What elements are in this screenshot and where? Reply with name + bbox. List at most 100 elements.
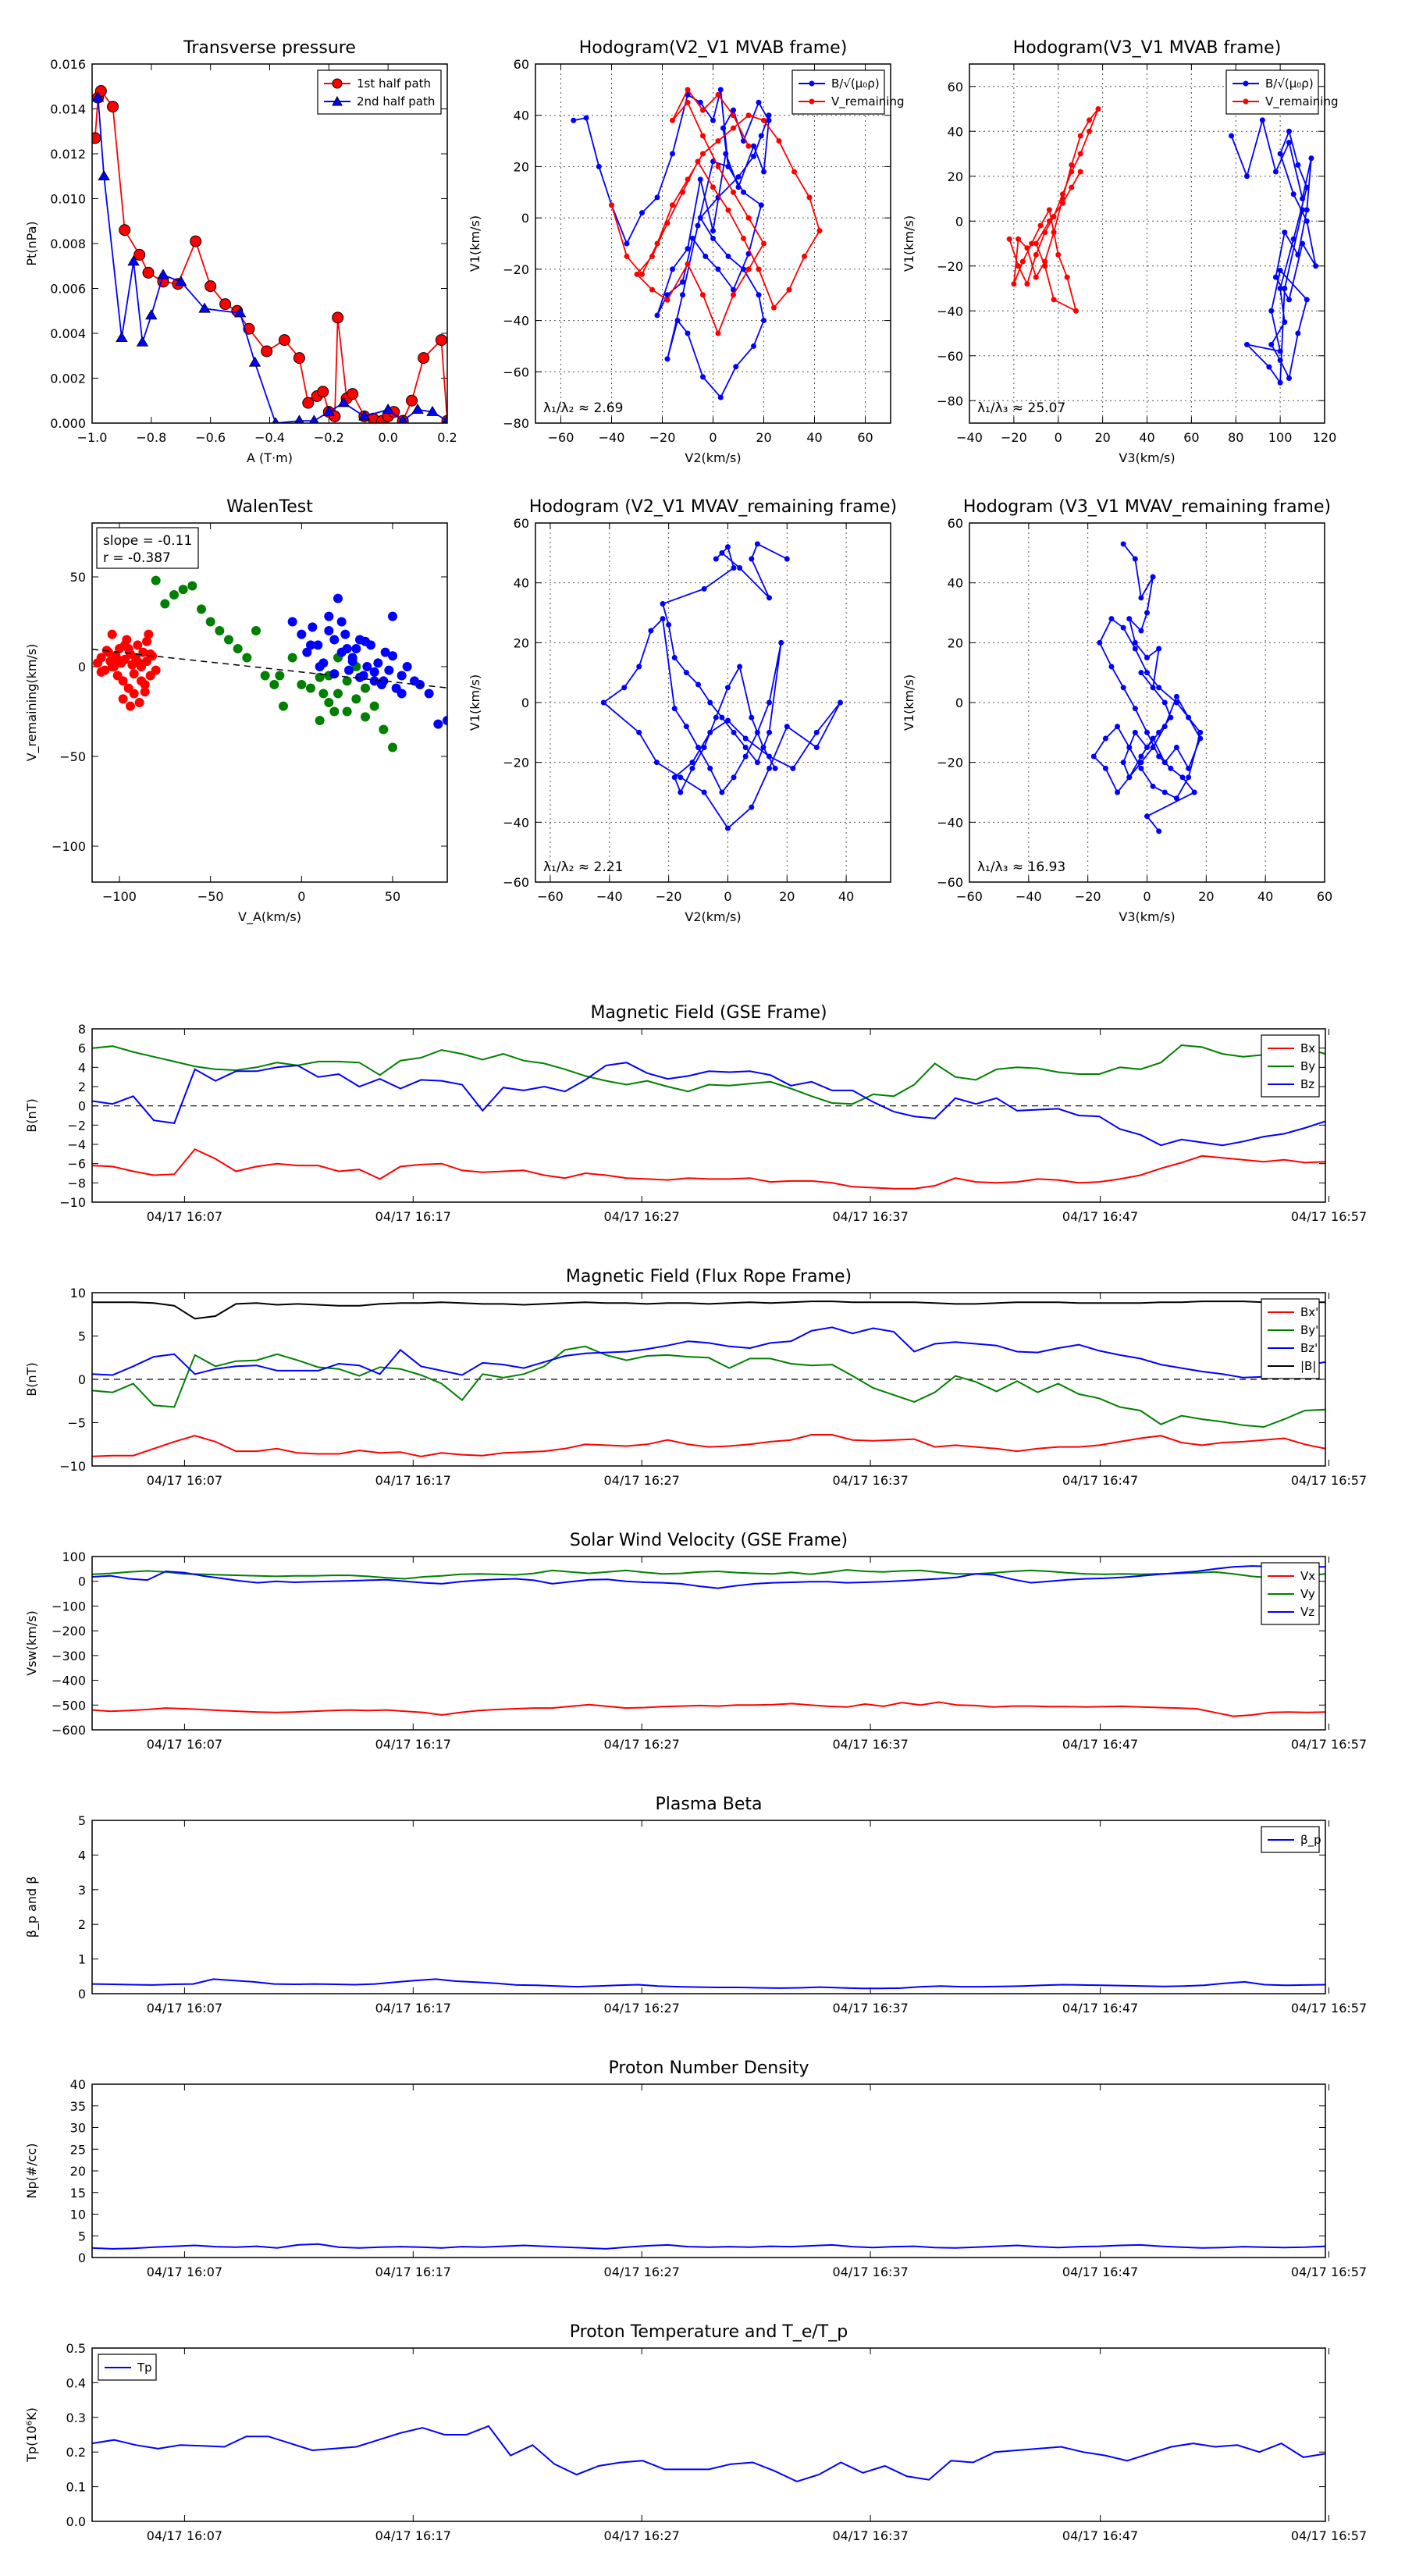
data-point bbox=[1173, 693, 1179, 699]
x-tick-label: 0 bbox=[724, 889, 731, 904]
y-tick-label: 40 bbox=[70, 2077, 86, 2092]
data-point bbox=[1304, 207, 1310, 213]
x-tick-label: 20 bbox=[756, 430, 771, 445]
series-line-2 bbox=[92, 1062, 1325, 1147]
data-point bbox=[1304, 184, 1310, 190]
legend-label: By' bbox=[1300, 1323, 1318, 1337]
data-point bbox=[715, 91, 721, 98]
data-point bbox=[715, 266, 721, 272]
plot-frame bbox=[91, 1820, 1326, 1994]
data-point bbox=[1132, 706, 1138, 712]
data-point bbox=[700, 133, 706, 139]
x-tick-label: 20 bbox=[779, 889, 795, 904]
series-line-1 bbox=[92, 1569, 1325, 1580]
y-tick-label: −60 bbox=[937, 875, 963, 890]
chart-bfr: Magnetic Field (Flux Rope Frame) −10 −5 0 5 1… bbox=[24, 1267, 1367, 1488]
data-point bbox=[719, 789, 725, 795]
y-tick-label: 50 bbox=[70, 570, 86, 585]
chart-hodo_v1: Hodogram (V2_V1 MVAV_remaining frame) −60… bbox=[468, 497, 897, 924]
data-point bbox=[219, 298, 232, 311]
data-point bbox=[695, 681, 702, 688]
data-point bbox=[741, 266, 746, 272]
legend: B/√(μ₀ρ) V_remaining bbox=[791, 69, 905, 115]
data-point bbox=[1295, 251, 1301, 258]
data-point bbox=[1229, 133, 1235, 139]
plot-area bbox=[1090, 541, 1204, 834]
chart-pt: Transverse pressure 0.000 0.002 0.004 0.006 0… bbox=[24, 38, 457, 465]
data-point bbox=[678, 774, 684, 781]
data-point bbox=[133, 640, 143, 650]
data-point bbox=[233, 307, 247, 318]
data-point bbox=[342, 676, 352, 686]
y-tick-label: 20 bbox=[948, 169, 963, 184]
data-point bbox=[1033, 240, 1039, 247]
x-tick-label: 04/17 16:17 bbox=[375, 1209, 451, 1224]
x-tick-label: 04/17 16:07 bbox=[147, 2528, 222, 2543]
data-point bbox=[369, 701, 379, 711]
data-point bbox=[674, 318, 681, 324]
data-point bbox=[198, 302, 211, 313]
data-point bbox=[1173, 699, 1179, 706]
y-tick-label: 0.002 bbox=[50, 372, 86, 386]
data-point bbox=[1286, 140, 1292, 146]
y-tick-label: 40 bbox=[514, 109, 529, 123]
x-tick-label: −0.8 bbox=[136, 430, 166, 445]
data-point bbox=[92, 91, 105, 102]
x-tick-label: 100 bbox=[1268, 430, 1293, 445]
data-point bbox=[129, 688, 139, 699]
data-point bbox=[1197, 729, 1204, 735]
data-point bbox=[1156, 729, 1162, 735]
data-point bbox=[92, 132, 101, 144]
data-point bbox=[426, 405, 439, 416]
data-point bbox=[151, 575, 161, 585]
x-tick-label: 0 bbox=[1055, 430, 1062, 445]
x-tick-label: 04/17 16:47 bbox=[1062, 2265, 1138, 2279]
series-line-0 bbox=[92, 2243, 1325, 2250]
data-point bbox=[838, 699, 844, 706]
data-point bbox=[751, 343, 756, 349]
data-point bbox=[701, 789, 707, 795]
y-tick-label: −600 bbox=[52, 1723, 86, 1738]
legend-box bbox=[791, 69, 885, 115]
data-point bbox=[754, 541, 760, 547]
data-point bbox=[689, 765, 695, 771]
data-point bbox=[344, 665, 354, 675]
x-tick-label: 0 bbox=[709, 430, 717, 445]
legend: Bx By Bz bbox=[1261, 1034, 1320, 1098]
data-point bbox=[1277, 358, 1283, 363]
data-point bbox=[1144, 670, 1150, 676]
data-point bbox=[767, 753, 773, 760]
y-tick-label: 5 bbox=[78, 2229, 86, 2243]
data-point bbox=[1120, 685, 1126, 691]
data-point bbox=[315, 672, 325, 682]
x-tick-label: 04/17 16:07 bbox=[147, 1209, 222, 1224]
x-tick-label: −20 bbox=[1001, 430, 1027, 445]
y-tick-label: −60 bbox=[503, 365, 529, 379]
data-point bbox=[1059, 196, 1065, 201]
fit-line bbox=[92, 649, 447, 688]
x-tick-label: 04/17 16:07 bbox=[147, 1473, 222, 1488]
data-point bbox=[1006, 236, 1012, 242]
data-point bbox=[351, 694, 361, 704]
series-line-1 bbox=[92, 1345, 1325, 1429]
data-point bbox=[683, 670, 689, 676]
data-point bbox=[697, 176, 703, 183]
data-point bbox=[707, 729, 713, 735]
data-point bbox=[361, 712, 370, 722]
data-point bbox=[654, 312, 660, 318]
plot-frame bbox=[91, 1556, 1326, 1731]
data-point bbox=[380, 647, 390, 657]
y-tick-label: −2 bbox=[67, 1118, 86, 1133]
y-tick-label: −10 bbox=[59, 1459, 86, 1474]
data-point bbox=[1179, 774, 1186, 781]
data-point bbox=[1102, 765, 1108, 771]
data-point bbox=[664, 356, 670, 362]
data-point bbox=[767, 595, 773, 601]
x-tick-label: 04/17 16:27 bbox=[604, 2001, 680, 2016]
data-point bbox=[1132, 556, 1138, 562]
x-tick-label: 04/17 16:37 bbox=[832, 1209, 908, 1224]
data-point bbox=[636, 664, 642, 670]
data-point bbox=[715, 138, 721, 144]
plot-frame bbox=[91, 2083, 1326, 2258]
x-tick-label: −20 bbox=[656, 889, 682, 904]
